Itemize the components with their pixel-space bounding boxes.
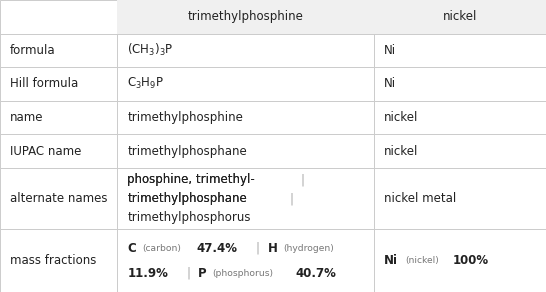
Bar	[117, 34, 374, 67]
Bar	[0, 0, 117, 34]
Text: P: P	[198, 267, 207, 280]
Text: 11.9%: 11.9%	[127, 267, 168, 280]
Text: (phosphorus): (phosphorus)	[212, 269, 274, 278]
Bar	[117, 134, 374, 168]
Text: 40.7%: 40.7%	[296, 267, 336, 280]
Text: $\mathrm{C}_3\mathrm{H}_9\mathrm{P}$: $\mathrm{C}_3\mathrm{H}_9\mathrm{P}$	[127, 77, 164, 91]
Text: trimethylphosphine: trimethylphosphine	[188, 10, 304, 23]
Text: |: |	[187, 267, 191, 280]
Text: (carbon): (carbon)	[142, 244, 181, 253]
Text: name: name	[10, 111, 43, 124]
Text: 100%: 100%	[453, 254, 489, 267]
Text: nickel: nickel	[384, 145, 418, 158]
Bar	[374, 101, 546, 134]
Text: nickel: nickel	[384, 111, 418, 124]
Bar	[0, 134, 117, 168]
Text: H: H	[268, 241, 277, 255]
Text: (nickel): (nickel)	[405, 256, 439, 265]
Bar	[0, 229, 117, 292]
Bar	[117, 229, 374, 292]
Bar	[117, 101, 374, 134]
Text: trimethylphosphane: trimethylphosphane	[127, 192, 247, 205]
Bar	[374, 0, 546, 34]
Bar	[117, 0, 374, 34]
Text: Ni: Ni	[384, 44, 396, 57]
Text: |: |	[256, 241, 260, 255]
Text: nickel: nickel	[443, 10, 477, 23]
Text: mass fractions: mass fractions	[10, 254, 96, 267]
Text: |: |	[300, 173, 304, 187]
Bar	[117, 168, 374, 229]
Text: trimethylphosphorus: trimethylphosphorus	[127, 211, 251, 224]
Text: trimethylphosphane: trimethylphosphane	[127, 145, 247, 158]
Text: alternate names: alternate names	[10, 192, 108, 205]
Text: $(\mathrm{CH}_3)_3\mathrm{P}$: $(\mathrm{CH}_3)_3\mathrm{P}$	[127, 42, 174, 58]
Text: nickel metal: nickel metal	[384, 192, 456, 205]
Bar	[0, 168, 117, 229]
Text: C: C	[127, 241, 136, 255]
Bar	[117, 0, 374, 34]
Bar	[0, 67, 117, 101]
Text: IUPAC name: IUPAC name	[10, 145, 81, 158]
Bar	[0, 101, 117, 134]
Bar	[374, 134, 546, 168]
Text: 47.4%: 47.4%	[197, 241, 238, 255]
Text: Ni: Ni	[384, 77, 396, 91]
Text: (hydrogen): (hydrogen)	[283, 244, 334, 253]
Text: trimethylphosphane: trimethylphosphane	[127, 192, 247, 205]
Text: trimethylphosphine: trimethylphosphine	[127, 111, 243, 124]
Text: Ni: Ni	[384, 254, 398, 267]
Text: Hill formula: Hill formula	[10, 77, 78, 91]
Text: phosphine, trimethyl-: phosphine, trimethyl-	[127, 173, 255, 187]
Bar	[374, 168, 546, 229]
Bar	[374, 0, 546, 34]
Text: phosphine, trimethyl-: phosphine, trimethyl-	[127, 173, 255, 187]
Bar	[374, 34, 546, 67]
Bar	[374, 67, 546, 101]
Bar	[374, 229, 546, 292]
Bar	[117, 67, 374, 101]
Bar	[0, 34, 117, 67]
Text: formula: formula	[10, 44, 56, 57]
Text: |: |	[290, 192, 294, 205]
